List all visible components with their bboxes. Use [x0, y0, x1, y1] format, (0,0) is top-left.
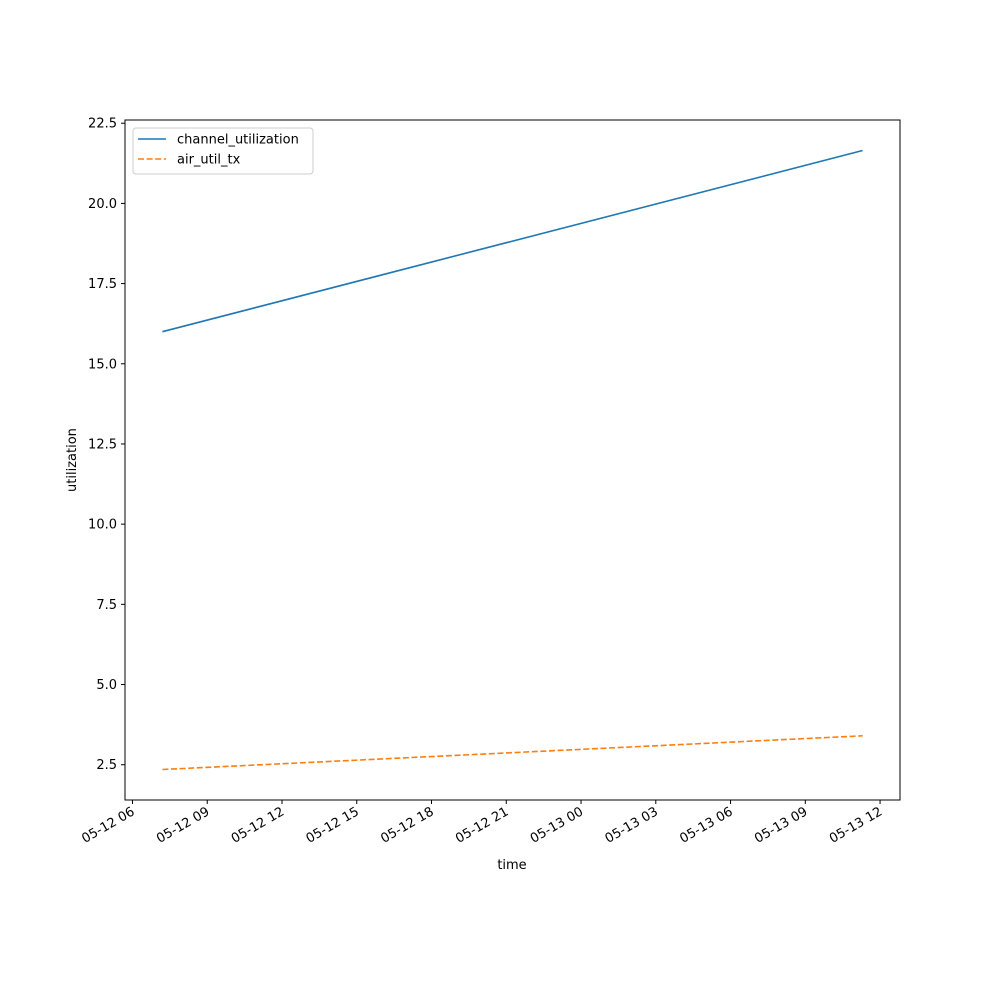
- x-tick-label: 05-13 09: [752, 804, 810, 846]
- x-axis-label: time: [497, 858, 526, 873]
- y-tick-label: 20.0: [88, 197, 117, 212]
- y-tick-label: 10.0: [88, 518, 117, 533]
- y-tick-label: 12.5: [88, 437, 117, 452]
- x-tick-label: 05-13 03: [603, 804, 661, 846]
- legend-box: [132, 127, 314, 175]
- series-line-channel-utilization: [162, 149, 863, 333]
- plot-frame: [124, 119, 901, 801]
- x-tick-label: 05-12 06: [79, 804, 137, 846]
- y-tick-label: 2.5: [96, 758, 117, 773]
- y-tick-label: 17.5: [88, 277, 117, 292]
- legend: channel_utilization air_util_tx: [132, 127, 314, 175]
- series-layer: [162, 149, 863, 771]
- y-tick-label: 7.5: [96, 598, 117, 613]
- y-tick-label: 22.5: [88, 117, 117, 132]
- legend-label: air_util_tx: [177, 153, 241, 168]
- legend-label: channel_utilization: [177, 133, 299, 148]
- x-tick-label: 05-12 21: [453, 804, 511, 846]
- x-tick-label: 05-13 00: [528, 804, 586, 846]
- x-tick-label: 05-13 12: [827, 804, 885, 846]
- x-axis: 05-12 06 05-12 09 05-12 12 05-12 15 05-12 18…: [79, 800, 885, 847]
- series-line-air-util-tx: [162, 735, 863, 771]
- x-tick-label: 05-12 12: [229, 804, 287, 846]
- plot-area: [125, 120, 900, 800]
- y-tick-label: 5.0: [96, 678, 117, 693]
- x-tick-label: 05-12 15: [304, 804, 362, 846]
- y-tick-label: 15.0: [88, 357, 117, 372]
- x-tick-label: 05-13 06: [677, 804, 735, 846]
- y-axis: 2.5 5.0 7.5 10.0 12.5 15.0 17.5 20.0 22.5: [88, 117, 125, 773]
- x-tick-label: 05-12 18: [378, 804, 436, 846]
- x-tick-label: 05-12 09: [154, 804, 212, 846]
- y-axis-label: utilization: [65, 428, 80, 492]
